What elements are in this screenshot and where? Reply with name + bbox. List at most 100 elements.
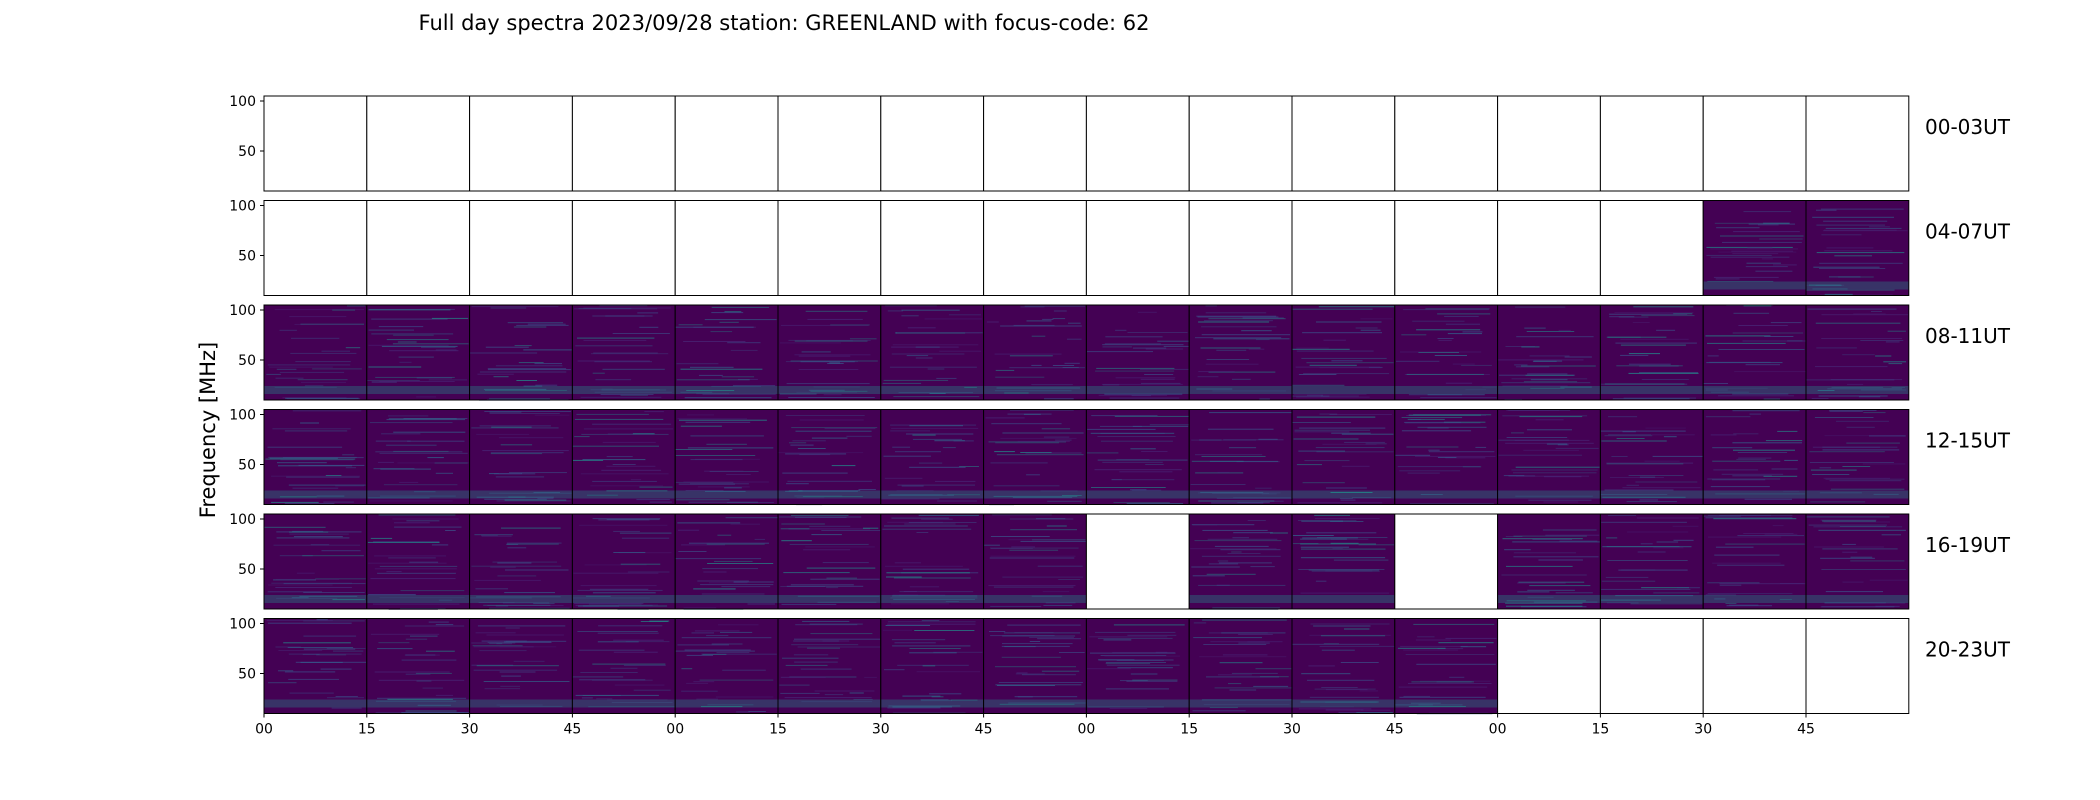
empty-panel xyxy=(469,95,573,192)
x-tick-label: 30 xyxy=(461,722,479,738)
spectrum-panel xyxy=(263,409,368,505)
spectrum-panel xyxy=(366,409,471,505)
empty-panel xyxy=(1497,200,1601,296)
y-tick-label: 50 xyxy=(238,353,256,369)
x-tick-label: 15 xyxy=(1591,722,1609,738)
empty-panel xyxy=(1394,95,1499,192)
spectrum-panel xyxy=(1599,513,1704,610)
spectrum-panel xyxy=(777,409,882,506)
x-tick-label: 30 xyxy=(1694,722,1712,738)
row-time-label: 04-07UT xyxy=(1925,220,2011,244)
x-tick-label: 15 xyxy=(358,722,376,738)
spectrum-panel xyxy=(263,304,368,401)
spectrum-panel xyxy=(1394,304,1499,401)
spectrum-panel xyxy=(263,513,368,610)
spectrum-panel xyxy=(880,304,985,401)
empty-panel xyxy=(1599,618,1704,714)
row-time-label: 00-03UT xyxy=(1925,115,2011,139)
spectrum-panel xyxy=(983,409,1087,506)
row-time-label: 08-11UT xyxy=(1925,324,2011,348)
empty-panel xyxy=(674,200,779,296)
spectrum-panel xyxy=(1805,200,1910,296)
y-tick-label: 100 xyxy=(229,199,256,215)
panel-row: 100 50 04-07UT xyxy=(229,199,2011,296)
y-tick-label: 100 xyxy=(229,617,256,633)
x-tick-label: 30 xyxy=(872,722,890,738)
panel-row: 100 50 12-15UT xyxy=(229,408,2011,506)
spectrum-panel xyxy=(1291,513,1396,610)
x-tick-label: 45 xyxy=(975,722,993,738)
empty-panel xyxy=(366,95,471,192)
x-tick-label: 30 xyxy=(1283,722,1301,738)
empty-panel xyxy=(1291,200,1396,296)
spectrum-panel xyxy=(1291,409,1396,505)
x-tick-label: 45 xyxy=(1797,722,1815,738)
spectrum-panel xyxy=(571,618,676,714)
panel-row: 100 50 16-19UT xyxy=(229,512,2011,610)
x-axis: 00 15 30 45 00 15 30 45 00 15 30 45 00 15 30 45 xyxy=(255,713,1815,738)
empty-panel xyxy=(1497,618,1601,714)
y-tick-label: 100 xyxy=(229,512,256,528)
spectrum-panel xyxy=(1599,304,1704,401)
spectrum-panel xyxy=(366,618,471,714)
empty-panel xyxy=(1805,618,1910,714)
empty-panel xyxy=(1394,513,1499,610)
spectrum-panel xyxy=(1394,409,1499,505)
row-time-label: 12-15UT xyxy=(1925,429,2011,453)
chart-title: Full day spectra 2023/09/28 station: GRE… xyxy=(419,11,1150,35)
spectrum-panel xyxy=(777,618,882,714)
empty-panel xyxy=(1599,95,1704,192)
y-tick-label: 50 xyxy=(238,458,256,474)
panel-row: 100 50 20-23UT xyxy=(229,617,2011,715)
empty-panel xyxy=(1188,95,1293,192)
spectrum-panel xyxy=(1085,409,1190,505)
spectrum-panel xyxy=(674,304,779,401)
spectrum-panel xyxy=(571,409,676,505)
spectrum-panel xyxy=(1291,304,1396,401)
spectrum-panel xyxy=(880,618,985,714)
empty-panel xyxy=(1085,95,1190,192)
spectrum-panel xyxy=(674,513,779,610)
empty-panel xyxy=(263,95,368,192)
empty-panel xyxy=(983,200,1087,296)
spectrum-panel xyxy=(777,304,882,401)
spectrum-panel xyxy=(1702,304,1807,401)
empty-panel xyxy=(880,200,985,296)
panel-row: 100 50 00-03UT xyxy=(229,94,2011,192)
empty-panel xyxy=(1291,95,1396,192)
spectrum-panel xyxy=(1497,304,1601,401)
empty-panel xyxy=(571,200,676,296)
spectrum-panel xyxy=(983,513,1087,610)
panel-row: 100 50 08-11UT xyxy=(229,303,2011,401)
y-tick-label: 50 xyxy=(238,144,256,160)
spectrum-panel xyxy=(366,304,471,401)
empty-panel xyxy=(1085,200,1190,296)
x-tick-label: 15 xyxy=(769,722,787,738)
spectrum-panel xyxy=(1702,200,1807,296)
spectrum-panel xyxy=(1188,304,1293,401)
row-time-label: 16-19UT xyxy=(1925,533,2011,557)
y-tick-label: 50 xyxy=(238,249,256,265)
spectrum-panel xyxy=(1805,513,1910,610)
spectrum-panel xyxy=(571,304,676,401)
spectrum-panel xyxy=(880,513,985,610)
x-tick-label: 00 xyxy=(255,722,273,738)
y-tick-label: 100 xyxy=(229,94,256,110)
spectrum-panel xyxy=(1085,618,1190,714)
empty-panel xyxy=(880,95,985,192)
spectrum-panel xyxy=(1599,409,1704,505)
y-tick-label: 50 xyxy=(238,562,256,578)
spectrum-panel xyxy=(469,618,573,714)
spectrum-panel xyxy=(674,618,779,714)
x-tick-label: 00 xyxy=(666,722,684,738)
empty-panel xyxy=(1702,95,1807,192)
spectrum-panel xyxy=(469,409,573,505)
spectrum-panel xyxy=(674,409,779,505)
empty-panel xyxy=(1702,618,1807,714)
y-tick-label: 100 xyxy=(229,303,256,319)
spectrum-panel xyxy=(1188,409,1293,505)
y-axis-label: Frequency [MHz] xyxy=(196,342,220,518)
spectrum-panel xyxy=(1497,409,1601,505)
empty-panel xyxy=(1394,200,1499,296)
